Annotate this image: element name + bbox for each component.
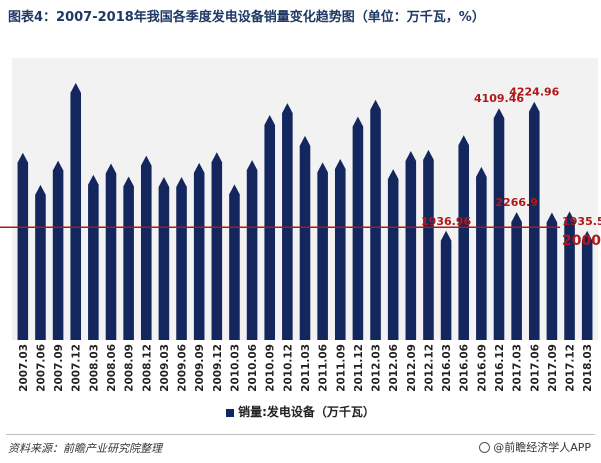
footer: 资料来源：前瞻产业研究院整理 @前瞻经济学人APP (0, 428, 601, 463)
bar-chart: 2007.03 2007.06 2007.09 2007.12 2008.03 2008.… (0, 82, 601, 392)
bar-2012.06 (387, 169, 399, 340)
x-tick-label: 2017.06 (529, 344, 541, 392)
x-tick-label: 2016.06 (459, 344, 471, 392)
bar-2017.03 (511, 212, 522, 340)
x-tick-label: 2007.09 (53, 344, 65, 392)
bar-2017.06 (528, 101, 540, 341)
bar-2017.09 (546, 212, 558, 340)
x-tick-label: 2011.03 (300, 344, 312, 392)
data-label: 2266.9 (495, 196, 537, 209)
x-tick-label: 2011.09 (335, 344, 347, 392)
brand-credit: @前瞻经济学人APP (479, 439, 591, 455)
x-tick-label: 2010.06 (247, 344, 259, 392)
bar-2009.03 (158, 177, 170, 340)
bar-2012.09 (405, 151, 417, 340)
x-tick-label: 2008.06 (106, 344, 118, 392)
data-label: 1935.51 (562, 215, 601, 228)
x-tick-label: 2012.06 (388, 344, 400, 392)
bar-2012.12 (423, 149, 434, 340)
bar-2007.09 (52, 160, 64, 340)
bar-2016.03 (440, 230, 452, 340)
bar-2010.12 (282, 103, 293, 341)
legend: 销量:发电设备（万千瓦） (0, 403, 601, 420)
x-tick-label: 2009.12 (212, 344, 224, 392)
bar-2011.09 (334, 158, 346, 340)
bar-2008.09 (123, 176, 134, 340)
x-tick-label: 2012.03 (371, 344, 383, 392)
bar-2017.12 (564, 211, 575, 340)
x-tick-label: 2008.12 (141, 344, 153, 392)
x-tick-label: 2009.09 (194, 344, 206, 392)
bar-2016.12 (493, 108, 505, 340)
brand-logo-icon (479, 442, 491, 453)
bar-2009.06 (176, 177, 187, 340)
bar-2008.03 (88, 174, 99, 340)
bar-2011.03 (299, 135, 311, 340)
bar-2011.12 (352, 116, 364, 340)
bar-2010.06 (246, 160, 258, 340)
x-tick-label: 2017.03 (512, 344, 524, 392)
reference-line-label: 2000 (562, 233, 601, 249)
bar-2012.03 (370, 99, 381, 341)
x-tick-label: 2011.06 (318, 344, 330, 392)
data-label: 4109.46 (474, 92, 524, 105)
bar-2016.06 (458, 135, 470, 340)
x-tick-label: 2018.03 (582, 344, 594, 392)
bar-2009.12 (211, 152, 223, 340)
bar-2011.06 (317, 162, 328, 340)
legend-label: 销量:发电设备（万千瓦） (238, 405, 375, 419)
bar-2009.09 (193, 162, 205, 340)
x-tick-label: 2010.12 (282, 344, 294, 392)
x-tick-label: 2017.12 (565, 344, 577, 392)
x-tick-label: 2009.06 (177, 344, 189, 392)
x-tick-label: 2010.03 (229, 344, 241, 392)
data-label: 4224.96 (509, 86, 559, 99)
bar-2010.03 (229, 184, 240, 340)
x-tick-label: 2016.09 (476, 344, 488, 392)
source-note: 资料来源：前瞻产业研究院整理 (8, 442, 162, 455)
x-tick-label: 2016.03 (441, 344, 453, 392)
x-tick-label: 2009.03 (159, 344, 171, 392)
chart-title: 图表4：2007-2018年我国各季度发电设备销量变化趋势图（单位：万千瓦，%） (8, 10, 485, 25)
x-tick-label: 2008.03 (88, 344, 100, 392)
x-tick-label: 2012.12 (423, 344, 435, 392)
x-tick-label: 2008.09 (124, 344, 136, 392)
bar-2008.06 (105, 163, 117, 340)
brand-text: @前瞻经济学人APP (493, 441, 591, 454)
x-tick-label: 2016.12 (494, 344, 506, 392)
bar-2007.06 (35, 184, 46, 340)
x-tick-label: 2012.09 (406, 344, 418, 392)
x-tick-label: 2007.12 (71, 344, 83, 392)
bar-2016.09 (476, 166, 487, 340)
bar-2007.03 (17, 152, 29, 340)
x-tick-label: 2007.03 (18, 344, 30, 392)
bar-2008.12 (140, 155, 152, 340)
bar-2007.12 (70, 82, 82, 340)
legend-swatch (226, 408, 235, 417)
x-tick-label: 2017.09 (547, 344, 559, 392)
bar-2018.03 (581, 230, 593, 340)
x-tick-label: 2007.06 (35, 344, 47, 392)
x-tick-label: 2010.09 (265, 344, 277, 392)
x-tick-label: 2011.12 (353, 344, 365, 392)
data-label: 1936.96 (421, 215, 471, 228)
footer-divider (6, 434, 595, 435)
